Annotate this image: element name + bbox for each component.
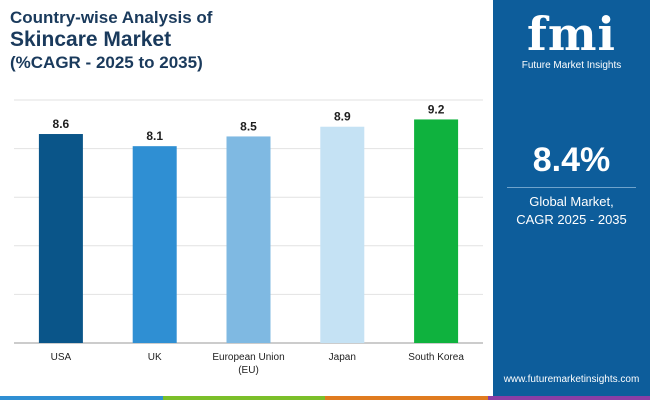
stat-label-line-2: CAGR 2025 - 2035 <box>516 212 627 227</box>
data-label: 8.6 <box>53 117 70 131</box>
strip-segment-2 <box>162 396 325 400</box>
x-tick-label: UK <box>148 352 162 363</box>
global-cagr-value: 8.4% <box>532 141 611 179</box>
x-tick-label: USA <box>51 352 72 363</box>
title-line-1: Country-wise Analysis of <box>10 8 213 27</box>
data-label: 8.9 <box>334 110 351 124</box>
website-link[interactable]: www.futuremarketinsights.com <box>503 374 640 385</box>
data-label: 8.1 <box>146 129 163 143</box>
global-cagr-label: Global Market, CAGR 2025 - 2035 <box>493 193 650 229</box>
bottom-color-strip <box>0 396 650 400</box>
x-tick-label: European Union (EU) <box>212 352 284 376</box>
bar <box>320 126 365 343</box>
company-logo: fmi Future Market Insights <box>493 8 650 72</box>
logo-subtitle: Future Market Insights <box>521 60 622 71</box>
x-tick-label: Japan <box>329 352 356 363</box>
strip-segment-4 <box>487 396 650 400</box>
bar <box>414 119 459 343</box>
strip-segment-3 <box>325 396 488 400</box>
bar-chart: 8.6 USA 8.1 UK 8.5 European Union (EU) 8.9 Japan… <box>14 99 483 376</box>
data-label: 8.5 <box>240 119 257 133</box>
logo-mark: fmi <box>527 7 616 61</box>
title-line-3: (%CAGR - 2025 to 2035) <box>10 53 203 72</box>
strip-segment-1 <box>0 396 163 400</box>
bar <box>132 146 177 343</box>
bar <box>226 136 271 343</box>
title-line-2: Skincare Market <box>10 28 172 51</box>
stat-label-line-1: Global Market, <box>529 194 614 209</box>
bar <box>38 134 83 343</box>
summary-panel: fmi Future Market Insights 8.4% Global M… <box>493 0 650 400</box>
chart-title: Country-wise Analysis of Skincare Market… <box>10 8 212 74</box>
x-tick-label: South Korea <box>408 352 464 363</box>
data-label: 9.2 <box>428 102 445 116</box>
stat-divider <box>507 187 636 188</box>
